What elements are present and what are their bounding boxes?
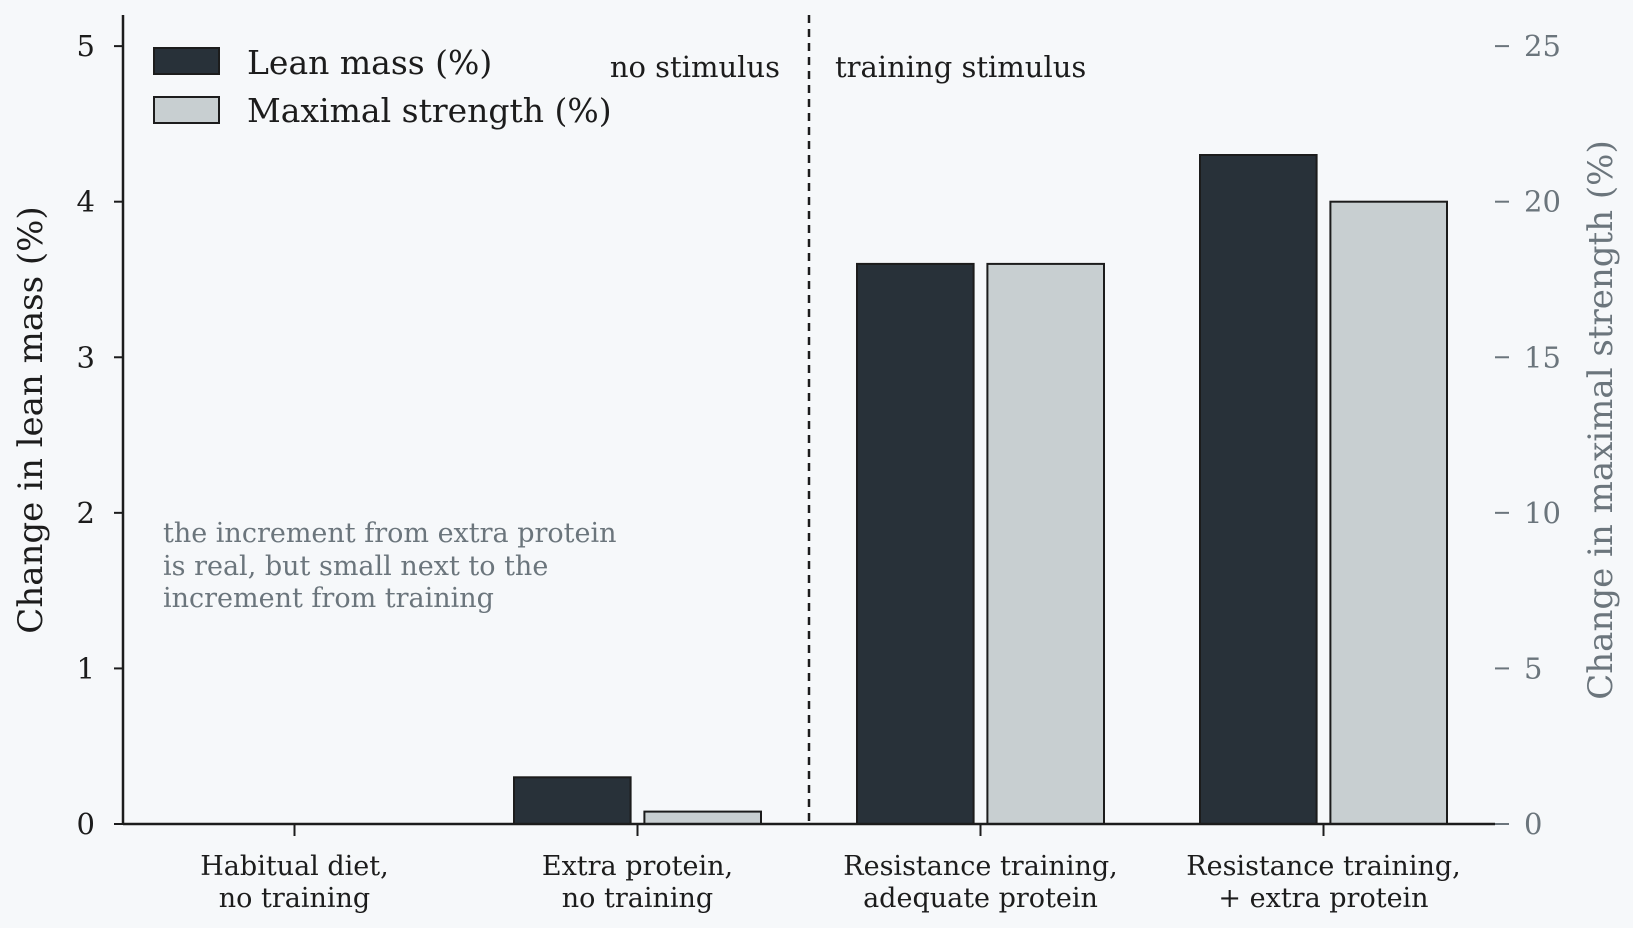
y-axis-title-right: Change in maximal strength (%) <box>1581 140 1621 699</box>
bars-layer <box>513 154 1449 825</box>
y-axis-title-left: Change in lean mass (%) <box>11 206 51 633</box>
y-tick-label-left-3: 3 <box>77 340 95 374</box>
x-tick-label-2-0: Resistance training, <box>843 851 1117 882</box>
legend-label-lean-mass: Lean mass (%) <box>247 43 492 82</box>
legend-label-maximal-strength: Maximal strength (%) <box>247 91 612 130</box>
legend: Lean mass (%) Maximal strength (%) <box>153 43 612 130</box>
y-tick-label-right-25: 25 <box>1524 29 1561 63</box>
x-tick-label-2-1: adequate protein <box>863 883 1098 914</box>
y-tick-label-right-0: 0 <box>1524 807 1542 841</box>
bar-lean-mass-1 <box>513 776 632 825</box>
x-tick-label-1-1: no training <box>562 883 713 914</box>
y-tick-label-right-5: 5 <box>1524 651 1542 685</box>
y-tick-label-right-15: 15 <box>1524 340 1561 374</box>
y-tick-label-left-4: 4 <box>77 185 95 219</box>
bar-maximal-strength-1 <box>643 810 763 825</box>
region-label-left: no stimulus <box>610 50 780 84</box>
x-tick-label-0-1: no training <box>219 883 370 914</box>
x-tick-label-0-0: Habitual diet, <box>200 851 388 882</box>
annotation-line-3: increment from training <box>163 583 494 614</box>
y-tick-label-left-1: 1 <box>77 651 95 685</box>
legend-swatch-lean-mass <box>153 47 220 75</box>
x-tick-label-1-0: Extra protein, <box>542 851 733 882</box>
x-tick-label-3-0: Resistance training, <box>1186 851 1460 882</box>
y-tick-label-right-10: 10 <box>1524 496 1561 530</box>
legend-swatch-maximal-strength <box>153 96 220 124</box>
annotation-line-1: the increment from extra protein <box>163 518 617 549</box>
y-tick-label-left-2: 2 <box>77 496 95 530</box>
bar-maximal-strength-3 <box>1329 200 1449 825</box>
annotation-line-2: is real, but small next to the <box>163 551 548 582</box>
y-tick-label-left-5: 5 <box>77 29 95 63</box>
bar-lean-mass-3 <box>1199 154 1318 825</box>
y-tick-label-right-20: 20 <box>1524 185 1561 219</box>
bar-maximal-strength-2 <box>986 262 1106 825</box>
y-tick-label-left-0: 0 <box>77 807 95 841</box>
bar-lean-mass-2 <box>856 262 975 825</box>
region-label-right: training stimulus <box>835 50 1086 84</box>
x-tick-label-3-1: + extra protein <box>1218 883 1428 914</box>
